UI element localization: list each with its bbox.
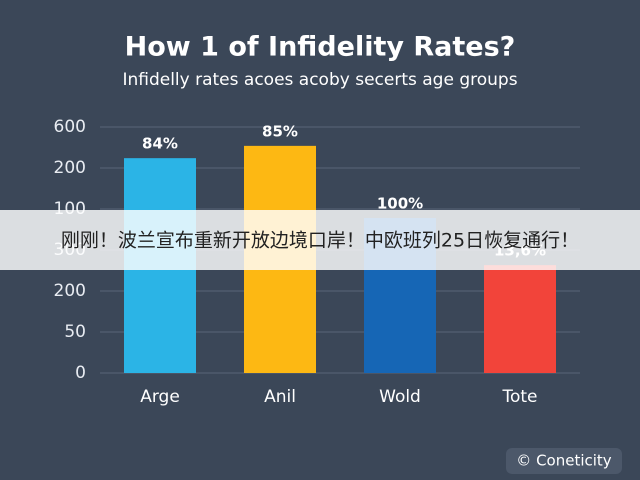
- y-tick-label: 600: [54, 117, 86, 137]
- y-tick-label: 200: [54, 158, 86, 178]
- y-tick-label: 200: [54, 281, 86, 301]
- banner-text: 刚刚！波兰宣布重新开放边境口岸！中欧班列25日恢复通行！: [61, 230, 579, 252]
- chart-title: How 1 of Infidelity Rates?: [125, 32, 516, 63]
- value-label: 100%: [377, 195, 423, 213]
- chart-subtitle: Infidelly rates acoes acoby secerts age …: [122, 70, 517, 90]
- y-tick-label: 0: [75, 363, 86, 383]
- value-label: 84%: [142, 135, 178, 153]
- value-label: 85%: [262, 122, 298, 140]
- banner-bg: [0, 210, 640, 270]
- x-tick-label: Wold: [379, 387, 421, 407]
- footer: © Coneticity: [516, 452, 611, 470]
- x-tick-label: Tote: [501, 387, 537, 407]
- x-tick-label: Arge: [140, 387, 180, 407]
- y-tick-label: 50: [64, 322, 86, 342]
- footer-bg: [506, 448, 622, 474]
- bar: [484, 265, 556, 373]
- x-tick-label: Anil: [264, 387, 296, 407]
